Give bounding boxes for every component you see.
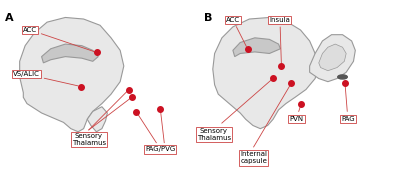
Text: Insula: Insula	[270, 17, 290, 63]
Polygon shape	[213, 17, 319, 129]
Text: ACC: ACC	[226, 17, 246, 47]
Text: VS/ALIC: VS/ALIC	[13, 71, 78, 86]
Text: PVN: PVN	[289, 106, 304, 122]
Text: Sensory
Thalamus: Sensory Thalamus	[197, 128, 231, 141]
Polygon shape	[310, 35, 355, 82]
Circle shape	[338, 75, 347, 79]
Text: Internal
capsule: Internal capsule	[240, 152, 267, 165]
Text: B: B	[204, 13, 212, 23]
Text: PAG: PAG	[341, 86, 355, 122]
Text: PAG/PVG: PAG/PVG	[145, 147, 176, 152]
Polygon shape	[42, 44, 98, 63]
Polygon shape	[87, 107, 107, 132]
Polygon shape	[20, 17, 124, 132]
Text: Sensory
Thalamus: Sensory Thalamus	[72, 133, 106, 146]
Polygon shape	[233, 38, 280, 57]
Polygon shape	[319, 44, 346, 71]
Text: ACC: ACC	[23, 27, 94, 52]
Text: A: A	[5, 13, 14, 23]
